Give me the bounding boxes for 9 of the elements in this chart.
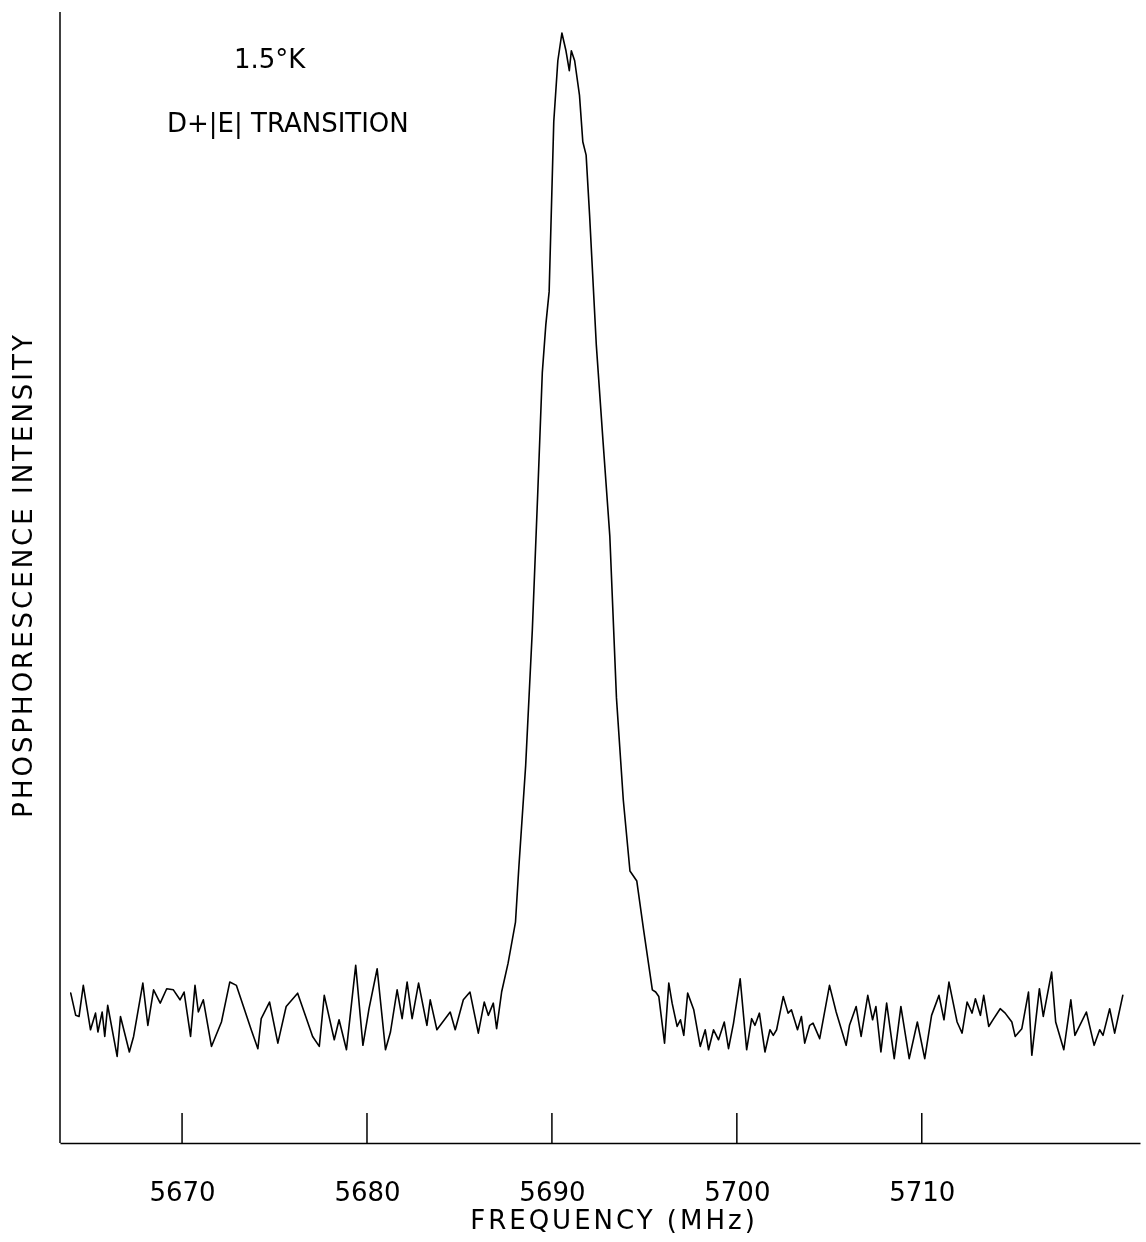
x-tick-label: 5670 — [149, 1177, 216, 1208]
annotation: 1.5°K — [234, 44, 307, 74]
x-tick-label: 5710 — [889, 1177, 956, 1208]
annotation: D+|E| TRANSITION — [167, 108, 409, 139]
x-tick-label: 5700 — [704, 1177, 771, 1208]
x-tick-label: 5680 — [334, 1177, 401, 1208]
y-axis-title: PHOSPHORESCENCE INTENSITY — [8, 332, 38, 818]
x-axis-title: FREQUENCY (MHz) — [470, 1205, 758, 1235]
x-tick-label: 5690 — [519, 1177, 586, 1208]
